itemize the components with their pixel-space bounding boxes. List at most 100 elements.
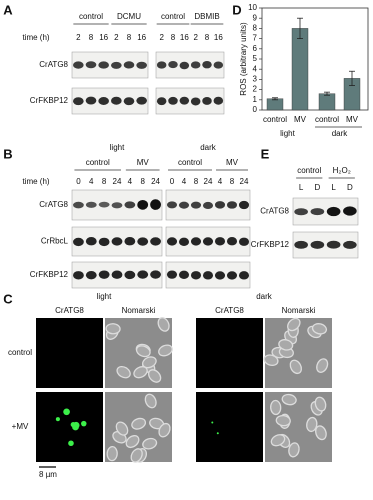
band <box>214 201 226 209</box>
fluorescent-dot <box>68 440 74 447</box>
cell <box>306 416 318 433</box>
band <box>73 61 84 69</box>
band <box>123 97 135 106</box>
group-label: control <box>297 166 321 175</box>
cell <box>289 359 303 375</box>
band <box>178 270 190 279</box>
cell <box>314 396 327 412</box>
error-bar <box>349 70 355 86</box>
bar <box>291 28 309 111</box>
cell <box>144 393 157 409</box>
band <box>156 61 167 69</box>
fluorescence-image <box>196 318 263 388</box>
time-value: 24 <box>240 177 249 186</box>
time-value: 2 <box>76 33 81 42</box>
group-label: MV <box>226 158 239 167</box>
time-value: 8 <box>140 177 145 186</box>
y-tick-label: 1 <box>253 95 258 104</box>
y-tick-label: 7 <box>253 34 258 43</box>
time-value: 16 <box>137 33 146 42</box>
cell <box>288 442 300 458</box>
band <box>202 271 214 280</box>
cell <box>270 399 282 416</box>
band <box>238 271 250 280</box>
fluorescent-dot <box>63 408 70 416</box>
row-label: CrFKBP12 <box>30 270 69 279</box>
band <box>202 60 212 69</box>
lane-label: L <box>299 183 304 192</box>
group-label: control <box>79 12 103 21</box>
cell <box>157 317 170 332</box>
fluorescence-image <box>196 392 263 462</box>
time-value: 0 <box>170 177 175 186</box>
band <box>310 240 325 249</box>
band <box>238 200 250 210</box>
band <box>166 270 178 279</box>
fluorescence-image <box>36 318 103 388</box>
group-label: MV <box>137 158 150 167</box>
band <box>111 96 122 105</box>
band <box>136 61 147 69</box>
cell <box>275 414 291 427</box>
cell <box>106 446 118 462</box>
cell <box>133 366 148 379</box>
cell <box>135 345 151 358</box>
fluorescent-dot <box>72 421 80 429</box>
y-tick-label: 0 <box>253 105 258 114</box>
band <box>124 237 136 246</box>
cell <box>311 323 328 335</box>
band <box>326 240 341 249</box>
time-value: 0 <box>76 177 81 186</box>
band <box>213 61 224 69</box>
time-label: time (h) <box>22 33 49 42</box>
y-tick-label: 4 <box>253 64 258 73</box>
band <box>294 240 308 249</box>
time-value: 2 <box>193 33 198 42</box>
cell <box>131 417 147 430</box>
band <box>226 201 238 209</box>
band <box>310 208 325 216</box>
band <box>111 270 123 279</box>
band <box>214 237 226 246</box>
band <box>178 237 190 247</box>
time-value: 4 <box>218 177 223 186</box>
blot <box>71 87 149 115</box>
y-tick-label: 3 <box>253 75 258 84</box>
condition-label: light <box>97 292 112 301</box>
band <box>238 237 250 246</box>
y-tick-label: 5 <box>253 54 258 63</box>
cell <box>147 369 162 383</box>
lane-label: L <box>331 183 336 192</box>
band <box>202 237 214 246</box>
cell <box>315 425 327 441</box>
time-value: 4 <box>128 177 133 186</box>
band <box>73 237 84 247</box>
condition-label: light <box>110 143 125 152</box>
band <box>190 97 201 106</box>
cell <box>142 356 157 369</box>
row-label: CrATG8 <box>39 200 68 209</box>
band <box>98 97 109 105</box>
x-tick-label: control <box>263 115 287 124</box>
y-tick-label: 8 <box>253 24 258 33</box>
group-label: DCMU <box>117 12 141 21</box>
time-value: 8 <box>102 177 107 186</box>
error-bar <box>272 97 278 101</box>
band <box>179 61 190 70</box>
band <box>137 200 149 210</box>
group-label: control <box>178 158 202 167</box>
band <box>294 208 308 216</box>
band <box>137 270 149 279</box>
time-value: 24 <box>204 177 213 186</box>
time-value: 8 <box>194 177 199 186</box>
band <box>150 237 161 246</box>
time-value: 16 <box>99 33 108 42</box>
band <box>326 206 341 217</box>
band <box>124 201 136 209</box>
blot <box>155 51 225 79</box>
blot <box>71 51 149 79</box>
y-axis-label: ROS (arbitrary units) <box>239 22 248 96</box>
band <box>85 61 97 69</box>
error-bar <box>297 17 303 39</box>
